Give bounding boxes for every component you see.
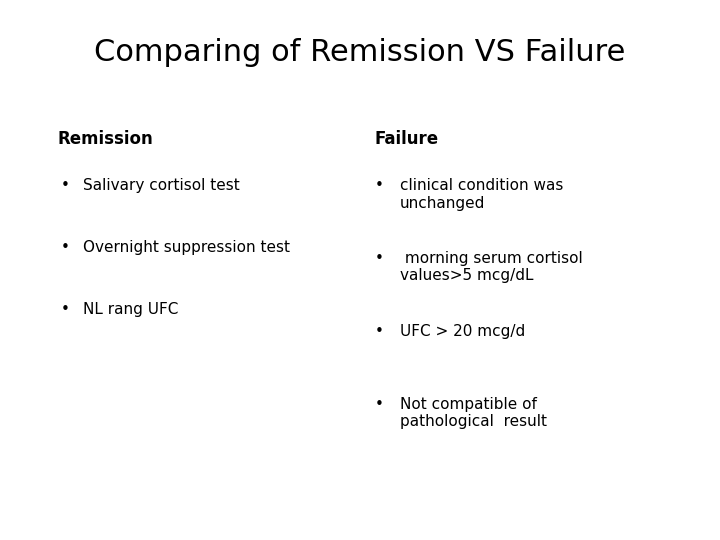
Text: •: •: [61, 302, 70, 318]
Text: Overnight suppression test: Overnight suppression test: [83, 240, 289, 255]
Text: Not compatible of
pathological  result: Not compatible of pathological result: [400, 397, 546, 429]
Text: Remission: Remission: [58, 130, 153, 147]
Text: morning serum cortisol
values>5 mcg/dL: morning serum cortisol values>5 mcg/dL: [400, 251, 582, 284]
Text: •: •: [61, 240, 70, 255]
Text: Salivary cortisol test: Salivary cortisol test: [83, 178, 240, 193]
Text: NL rang UFC: NL rang UFC: [83, 302, 178, 318]
Text: •: •: [61, 178, 70, 193]
Text: •: •: [374, 397, 383, 412]
Text: •: •: [374, 178, 383, 193]
Text: Comparing of Remission VS Failure: Comparing of Remission VS Failure: [94, 38, 626, 67]
Text: Failure: Failure: [374, 130, 438, 147]
Text: •: •: [374, 324, 383, 339]
Text: UFC > 20 mcg/d: UFC > 20 mcg/d: [400, 324, 525, 339]
Text: clinical condition was
unchanged: clinical condition was unchanged: [400, 178, 563, 211]
Text: •: •: [374, 251, 383, 266]
